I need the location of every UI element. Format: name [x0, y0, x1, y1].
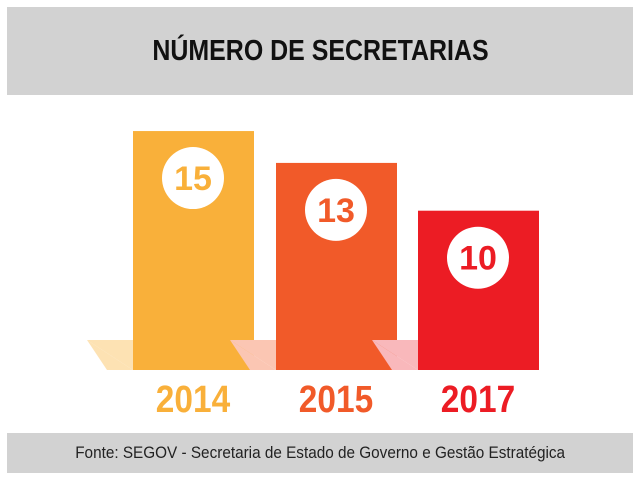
data-label: 13 [317, 192, 355, 230]
value-badge [305, 178, 367, 241]
bar-shadow-base [372, 340, 418, 370]
value-badge [447, 226, 509, 289]
value-badge [162, 147, 224, 210]
source-note: Fonte: SEGOV - Secretaria de Estado de G… [75, 443, 565, 462]
category-label: 2015 [299, 378, 373, 420]
category-label: 2017 [441, 378, 515, 420]
bar-shadow-base [87, 340, 133, 370]
bar-shadow-base [230, 340, 276, 370]
data-label: 15 [174, 160, 212, 198]
footer-bar: Fonte: SEGOV - Secretaria de Estado de G… [7, 433, 633, 473]
chart-title: NÚMERO DE SECRETARIAS [151, 34, 489, 67]
data-label: 10 [459, 240, 497, 278]
category-label: 2014 [156, 378, 230, 420]
title-bar: NÚMERO DE SECRETARIAS [7, 7, 633, 95]
